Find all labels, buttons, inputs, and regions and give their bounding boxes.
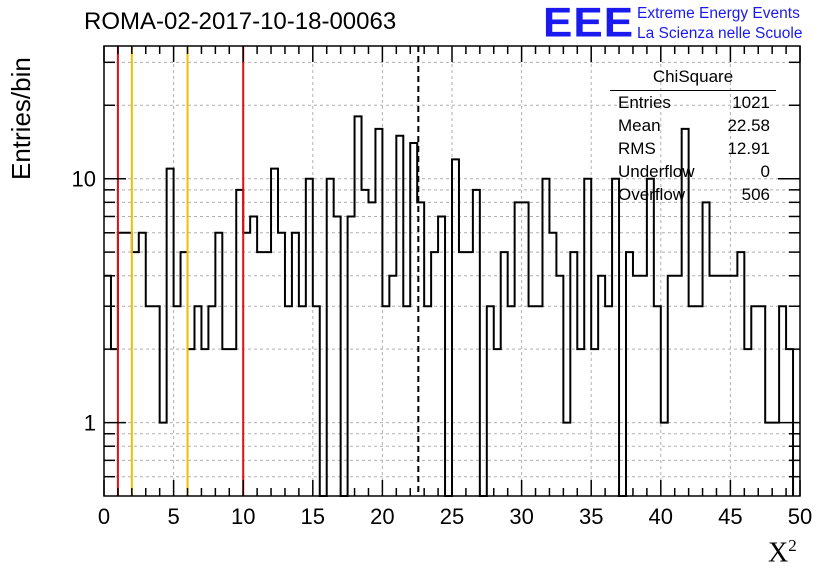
logo-caption-line1: Extreme Energy Events bbox=[637, 5, 800, 22]
stats-value: 0 bbox=[760, 162, 770, 181]
x-tick-label: 35 bbox=[579, 504, 603, 529]
stats-row-rms: RMS 12.91 bbox=[610, 137, 776, 160]
histogram-bars bbox=[104, 115, 795, 497]
eee-logo: EEE bbox=[543, 0, 635, 46]
stats-box: ChiSquare Entries 1021 Mean 22.58 RMS 12.91… bbox=[610, 67, 776, 206]
x-tick-label: 45 bbox=[718, 504, 742, 529]
x-axis-label-superscript: 2 bbox=[788, 536, 797, 555]
x-tick-label: 5 bbox=[167, 504, 179, 529]
logo-caption-line2: La Scienza nelle Scuole bbox=[637, 25, 803, 42]
logo-caption: Extreme Energy Events La Scienza nelle S… bbox=[637, 4, 802, 44]
x-axis-label: X2 bbox=[768, 536, 797, 569]
stats-row-underflow: Underflow 0 bbox=[610, 160, 776, 183]
stats-row-entries: Entries 1021 bbox=[610, 91, 776, 114]
axis-tick-labels: 0 5 10 15 20 25 30 35 40 45 50 1 10 bbox=[72, 167, 813, 529]
stats-row-overflow: Overflow 506 bbox=[610, 183, 776, 206]
stats-label: Underflow bbox=[618, 162, 695, 181]
y-tick-label: 1 bbox=[84, 411, 96, 436]
stats-row-mean: Mean 22.58 bbox=[610, 114, 776, 137]
x-tick-label: 40 bbox=[649, 504, 673, 529]
stats-value: 1021 bbox=[732, 93, 770, 112]
stats-label: RMS bbox=[618, 139, 656, 158]
reference-lines bbox=[116, 46, 420, 496]
axis-ticks bbox=[103, 46, 801, 496]
x-tick-label: 15 bbox=[301, 504, 325, 529]
x-tick-label: 50 bbox=[788, 504, 812, 529]
stats-label: Entries bbox=[618, 93, 671, 112]
x-axis-label-text: X bbox=[768, 537, 789, 569]
y-tick-label: 10 bbox=[72, 167, 96, 192]
chart-title: ROMA-02-2017-10-18-00063 bbox=[84, 8, 397, 35]
histogram-outline bbox=[104, 115, 795, 497]
stats-value: 22.58 bbox=[727, 116, 770, 135]
stats-value: 12.91 bbox=[727, 139, 770, 158]
x-tick-label: 30 bbox=[509, 504, 533, 529]
x-tick-label: 20 bbox=[370, 504, 394, 529]
x-tick-label: 25 bbox=[440, 504, 464, 529]
stats-label: Mean bbox=[618, 116, 661, 135]
x-tick-label: 0 bbox=[98, 504, 110, 529]
stats-value: 506 bbox=[741, 185, 770, 204]
y-axis-label: Entries/bin bbox=[6, 57, 36, 180]
stats-header: ChiSquare bbox=[610, 67, 776, 91]
stats-label: Overflow bbox=[618, 185, 686, 204]
x-tick-label: 10 bbox=[231, 504, 255, 529]
